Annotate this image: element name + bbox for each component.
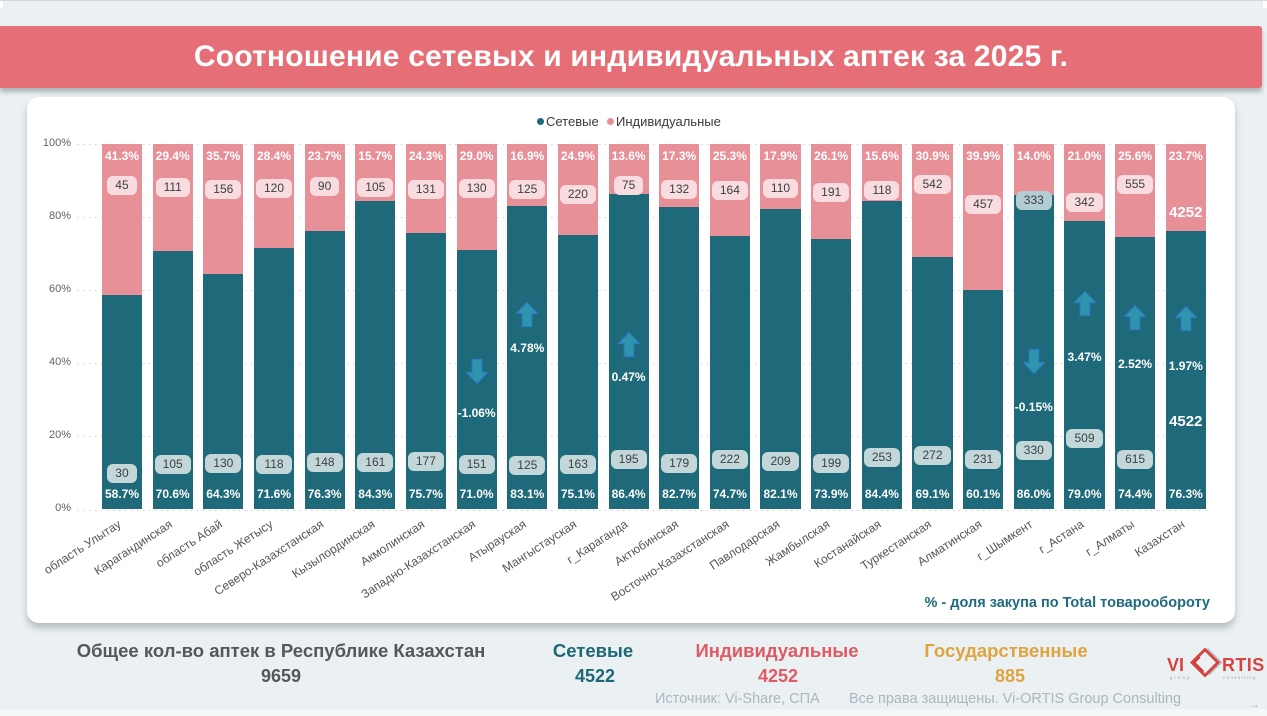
svg-text:RTIS: RTIS xyxy=(1222,655,1265,675)
svg-text:consulting: consulting xyxy=(1223,675,1257,680)
svg-text:group: group xyxy=(1170,675,1192,680)
svg-text:VI: VI xyxy=(1167,655,1184,675)
